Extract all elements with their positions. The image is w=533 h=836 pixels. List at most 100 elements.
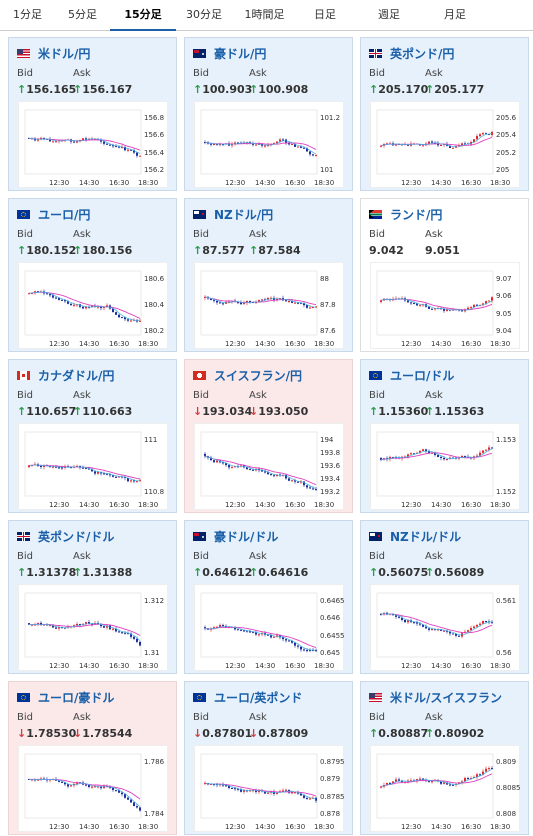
pair-name[interactable]: ユーロ/英ポンド xyxy=(214,691,303,705)
pair-header[interactable]: 米ドル/円 xyxy=(17,45,90,62)
rate-card[interactable]: 豪ドル/ドル Bid Ask ↑0.64612 ↑0.64616 0.6465 0.646 0… xyxy=(184,520,353,674)
tab-4[interactable]: 1時間足 xyxy=(244,8,285,21)
candle xyxy=(112,628,114,630)
candle xyxy=(476,455,478,457)
candlestick-chart[interactable]: 0.8795 0.879 0.8785 0.878 12:30 14:30 16:30 18:… xyxy=(194,745,345,832)
candle xyxy=(449,146,451,148)
candlestick-chart[interactable]: 9.07 9.06 9.05 9.04 12:30 14:30 16:30 18:30 xyxy=(370,262,520,349)
pair-name[interactable]: 米ドル/円 xyxy=(38,47,91,61)
candlestick-chart[interactable]: 111 110.8 12:30 14:30 16:30 18:30 xyxy=(18,423,168,510)
ask-price: ↓193.050 xyxy=(249,405,308,418)
candlestick-chart[interactable]: 88 87.8 87.6 12:30 14:30 16:30 18:30 xyxy=(194,262,344,349)
rate-card[interactable]: ランド/円 Bid Ask 9.042 9.051 9.07 9.06 9.05 9.04 12:… xyxy=(360,198,529,352)
candle xyxy=(210,298,212,300)
pair-header[interactable]: ユーロ/英ポンド xyxy=(193,689,302,706)
pair-name[interactable]: スイスフラン/円 xyxy=(214,369,303,383)
pair-header[interactable]: 英ポンド/ドル xyxy=(17,528,114,545)
pair-name[interactable]: ユーロ/豪ドル xyxy=(38,691,115,705)
candle xyxy=(300,646,302,650)
ask-price: ↑0.64616 xyxy=(249,566,308,579)
candlestick-chart[interactable]: 0.561 0.56 12:30 14:30 16:30 18:30 xyxy=(370,584,520,671)
tab-1[interactable]: 5分足 xyxy=(68,8,97,21)
rate-card[interactable]: 豪ドル/円 Bid Ask ↑100.903 ↑100.908 101.2 101 12:30… xyxy=(184,37,353,191)
x-tick-label: 16:30 xyxy=(109,501,130,509)
pair-header[interactable]: NZドル/円 xyxy=(193,206,273,223)
candlestick-chart[interactable]: 156.8 156.6 156.4 156.2 12:30 14:30 16:30 18:30 xyxy=(18,101,168,188)
candlestick-chart[interactable]: 1.153 1.152 12:30 14:30 16:30 18:30 xyxy=(370,423,520,510)
y-tick-label: 1.786 xyxy=(144,758,165,766)
moving-average-line xyxy=(380,613,493,636)
pair-header[interactable]: 米ドル/スイスフラン xyxy=(369,689,502,706)
pair-header[interactable]: ユーロ/ドル xyxy=(369,367,454,384)
pair-header[interactable]: ランド/円 xyxy=(369,206,442,223)
pair-header[interactable]: スイスフラン/円 xyxy=(193,367,302,384)
tab-7[interactable]: 月足 xyxy=(444,8,466,21)
up-arrow-icon: ↑ xyxy=(193,566,203,579)
pair-header[interactable]: NZドル/ドル xyxy=(369,528,461,545)
candle xyxy=(249,631,251,633)
candle xyxy=(297,146,299,148)
candle xyxy=(67,784,69,787)
candlestick-chart[interactable]: 0.809 0.8085 0.808 12:30 14:30 16:30 18:30 xyxy=(370,745,521,832)
pair-name[interactable]: ユーロ/円 xyxy=(38,208,91,222)
pair-name[interactable]: 豪ドル/ドル xyxy=(214,530,279,544)
pair-name[interactable]: ランド/円 xyxy=(390,208,443,222)
rate-card[interactable]: NZドル/ドル Bid Ask ↑0.56075 ↑0.56089 0.561 0.56 12… xyxy=(360,520,529,674)
candle xyxy=(249,301,251,303)
y-tick-label: 193.6 xyxy=(320,462,341,470)
rate-card[interactable]: 英ポンド/円 Bid Ask ↑205.170 ↑205.177 205.6 205.4 20… xyxy=(360,37,529,191)
candle xyxy=(461,143,463,146)
candlestick-chart[interactable]: 205.6 205.4 205.2 205 12:30 14:30 16:30 18:30 xyxy=(370,101,520,188)
candle xyxy=(443,782,445,784)
y-tick-label: 205.2 xyxy=(496,149,517,157)
tab-3[interactable]: 30分足 xyxy=(186,8,222,21)
pair-name[interactable]: 英ポンド/ドル xyxy=(38,530,115,544)
candlestick-chart[interactable]: 1.312 1.31 12:30 14:30 16:30 18:30 xyxy=(18,584,168,671)
pair-name[interactable]: ユーロ/ドル xyxy=(390,369,455,383)
pair-header[interactable]: 豪ドル/ドル xyxy=(193,528,278,545)
rate-card[interactable]: ユーロ/ドル Bid Ask ↑1.15360 ↑1.15363 1.153 1.152 12… xyxy=(360,359,529,513)
candlestick-chart[interactable]: 180.6 180.4 180.2 12:30 14:30 16:30 18:30 xyxy=(18,262,168,349)
candle xyxy=(121,792,123,795)
candlestick-chart[interactable]: 194 193.8 193.6 193.4 193.2 12:30 14:30 16:30 18… xyxy=(194,423,344,510)
bid-label: Bid xyxy=(17,229,33,240)
pair-name[interactable]: カナダドル/円 xyxy=(38,369,115,383)
tab-0[interactable]: 1分足 xyxy=(13,8,42,21)
candlestick-chart[interactable]: 1.786 1.784 12:30 14:30 16:30 18:30 xyxy=(18,745,168,832)
y-tick-label: 0.561 xyxy=(496,597,517,605)
pair-header[interactable]: ユーロ/豪ドル xyxy=(17,689,114,706)
candle xyxy=(139,320,141,322)
pair-name[interactable]: NZドル/ドル xyxy=(390,530,462,544)
pair-name[interactable]: 英ポンド/円 xyxy=(390,47,455,61)
candle xyxy=(43,137,45,139)
rate-card[interactable]: カナダドル/円 Bid Ask ↑110.657 ↑110.663 111 110.8 12:… xyxy=(8,359,177,513)
ask-price: ↑0.80902 xyxy=(425,727,484,740)
pair-name[interactable]: 米ドル/スイスフラン xyxy=(390,691,503,705)
pair-name[interactable]: NZドル/円 xyxy=(214,208,274,222)
rate-card[interactable]: 米ドル/円 Bid Ask ↑156.165 ↑156.167 156.8 156.6 156… xyxy=(8,37,177,191)
rate-card[interactable]: 英ポンド/ドル Bid Ask ↑1.31378 ↑1.31388 1.312 1.31 12… xyxy=(8,520,177,674)
rate-card[interactable]: ユーロ/豪ドル Bid Ask ↓1.78530 ↓1.78544 1.786 1.784 1… xyxy=(8,681,177,835)
candlestick-chart[interactable]: 0.6465 0.646 0.6455 0.645 12:30 14:30 16:30 18:… xyxy=(194,584,345,671)
bid-label: Bid xyxy=(369,229,385,240)
candle xyxy=(115,146,117,148)
bid-price: ↑0.64612 xyxy=(193,566,252,579)
pair-name[interactable]: 豪ドル/円 xyxy=(214,47,267,61)
rate-card[interactable]: NZドル/円 Bid Ask ↑87.577 ↑87.584 88 87.8 87.6 12:3… xyxy=(184,198,353,352)
eu-flag xyxy=(369,371,382,380)
tab-6[interactable]: 週足 xyxy=(378,8,400,21)
pair-header[interactable]: カナダドル/円 xyxy=(17,367,114,384)
candle xyxy=(273,143,275,145)
pair-header[interactable]: 豪ドル/円 xyxy=(193,45,266,62)
ask-label: Ask xyxy=(249,68,267,79)
rate-card[interactable]: ユーロ/円 Bid Ask ↑180.152 ↑180.156 180.6 180.4 180… xyxy=(8,198,177,352)
rate-card[interactable]: 米ドル/スイスフラン Bid Ask ↑0.80887 ↑0.80902 0.809 0.8… xyxy=(360,681,529,835)
tab-2[interactable]: 15分足 xyxy=(110,0,176,31)
rate-card[interactable]: スイスフラン/円 Bid Ask ↓193.034 ↓193.050 194 193.8 19… xyxy=(184,359,353,513)
candlestick-chart[interactable]: 101.2 101 12:30 14:30 16:30 18:30 xyxy=(194,101,344,188)
rate-card[interactable]: ユーロ/英ポンド Bid Ask ↓0.87801 ↓0.87809 0.8795 0.87… xyxy=(184,681,353,835)
pair-header[interactable]: ユーロ/円 xyxy=(17,206,90,223)
tab-5[interactable]: 日足 xyxy=(314,8,336,21)
pair-header[interactable]: 英ポンド/円 xyxy=(369,45,454,62)
plot-frame xyxy=(24,109,142,175)
